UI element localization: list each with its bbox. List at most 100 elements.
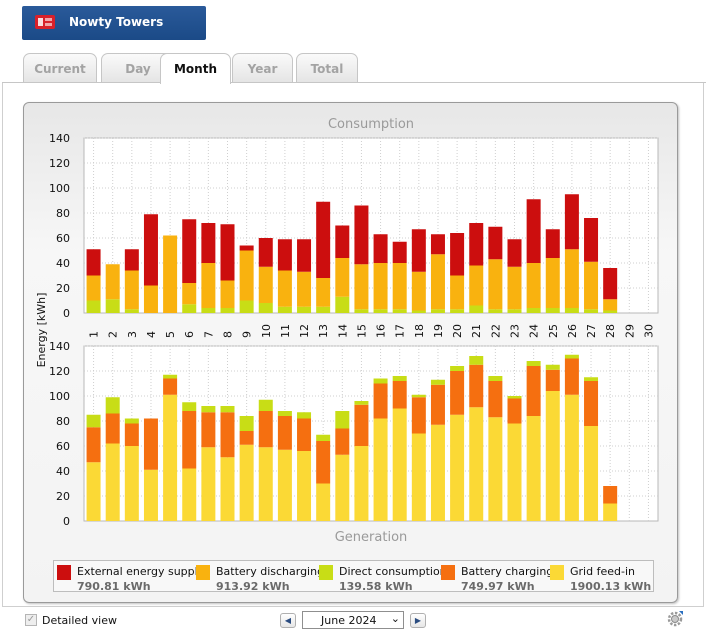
- bar-segment: [297, 306, 312, 313]
- bar-segment: [526, 361, 541, 366]
- bar-segment: [430, 424, 445, 521]
- legend-value: 1900.13 kWh: [570, 580, 652, 593]
- bar-segment: [239, 444, 254, 521]
- bar-segment: [201, 223, 216, 263]
- y-tick-label: 60: [56, 232, 70, 245]
- bar-segment: [239, 300, 254, 313]
- bar-segment: [603, 310, 618, 313]
- x-tick-label: 27: [585, 324, 598, 338]
- bar-segment: [277, 411, 292, 416]
- bar-segment: [143, 285, 158, 313]
- bar-segment: [277, 239, 292, 271]
- y-tick-label: 0: [63, 307, 70, 320]
- bar-segment: [373, 309, 388, 313]
- bar-segment: [316, 441, 331, 484]
- next-month-button[interactable]: ▶: [410, 613, 426, 628]
- bar-segment: [335, 454, 350, 521]
- bar-segment: [143, 214, 158, 286]
- bar-segment: [182, 468, 197, 521]
- bar-segment: [220, 457, 235, 521]
- x-tick-label: 7: [202, 331, 215, 338]
- bar-segment: [297, 239, 312, 272]
- settings-icon[interactable]: [666, 610, 684, 628]
- x-tick-label: 18: [413, 324, 426, 338]
- y-tick-label: 20: [56, 282, 70, 295]
- legend-label: External energy supply: [77, 565, 205, 578]
- bar-segment: [469, 305, 484, 313]
- x-tick-label: 16: [375, 324, 388, 338]
- bar-segment: [297, 451, 312, 521]
- bar-segment: [545, 364, 560, 370]
- x-tick-label: 1: [88, 331, 101, 338]
- x-tick-label: 2: [107, 331, 120, 338]
- detailed-view-checkbox[interactable]: ✓: [25, 614, 37, 626]
- bar-segment: [182, 411, 197, 469]
- prev-month-button[interactable]: ◀: [280, 613, 296, 628]
- bar-segment: [86, 427, 101, 463]
- tab-total[interactable]: Total: [296, 53, 358, 83]
- tab-month[interactable]: Month: [160, 53, 231, 84]
- month-select[interactable]: June 2024 ⌄: [302, 611, 404, 629]
- bar-segment: [411, 397, 426, 434]
- bar-segment: [545, 369, 560, 391]
- bar-segment: [258, 399, 273, 411]
- bar-segment: [258, 411, 273, 448]
- bar-segment: [411, 394, 426, 398]
- y-tick-label: 0: [63, 515, 70, 528]
- bar-segment: [201, 412, 216, 448]
- legend-swatch: [196, 565, 210, 580]
- x-tick-label: 17: [394, 324, 407, 338]
- bar-segment: [163, 394, 178, 521]
- bar-segment: [392, 381, 407, 409]
- bar-segment: [354, 205, 369, 265]
- bar-segment: [258, 238, 273, 267]
- bar-segment: [392, 309, 407, 313]
- bar-segment: [124, 270, 139, 310]
- bar-segment: [143, 418, 158, 470]
- legend-value: 139.58 kWh: [339, 580, 413, 593]
- bar-segment: [488, 417, 503, 521]
- bar-segment: [297, 418, 312, 451]
- bar-segment: [86, 462, 101, 521]
- next-arrow-icon: ▶: [414, 616, 422, 625]
- bar-segment: [392, 241, 407, 263]
- bar-segment: [488, 376, 503, 381]
- bar-segment: [220, 412, 235, 458]
- bar-segment: [584, 309, 599, 313]
- bar-segment: [335, 296, 350, 313]
- tab-current[interactable]: Current: [23, 53, 97, 83]
- bar-segment: [297, 271, 312, 307]
- x-tick-label: 19: [432, 324, 445, 338]
- bar-segment: [545, 258, 560, 308]
- bar-segment: [526, 263, 541, 308]
- bar-segment: [86, 249, 101, 276]
- y-tick-label: 80: [56, 207, 70, 220]
- bar-segment: [450, 233, 465, 276]
- bar-segment: [105, 397, 120, 414]
- bar-segment: [373, 383, 388, 419]
- bar-segment: [277, 449, 292, 521]
- bar-segment: [373, 378, 388, 384]
- bar-segment: [163, 374, 178, 379]
- bar-segment: [316, 483, 331, 521]
- bar-segment: [316, 278, 331, 307]
- tab-year[interactable]: Year: [232, 53, 293, 83]
- x-tick-label: 8: [222, 331, 235, 338]
- y-tick-label: 40: [56, 257, 70, 270]
- x-tick-label: 22: [489, 324, 502, 338]
- bar-segment: [239, 250, 254, 301]
- bar-segment: [584, 377, 599, 381]
- bar-segment: [201, 263, 216, 308]
- bar-segment: [373, 234, 388, 263]
- plot-area: [83, 345, 659, 522]
- bar-segment: [182, 304, 197, 313]
- bar-segment: [564, 354, 579, 359]
- bar-segment: [220, 224, 235, 281]
- bar-segment: [105, 413, 120, 444]
- y-tick-label: 60: [56, 440, 70, 453]
- bar-segment: [603, 503, 618, 521]
- bar-segment: [86, 275, 101, 301]
- bar-segment: [220, 280, 235, 308]
- chart-title: Generation: [335, 530, 408, 545]
